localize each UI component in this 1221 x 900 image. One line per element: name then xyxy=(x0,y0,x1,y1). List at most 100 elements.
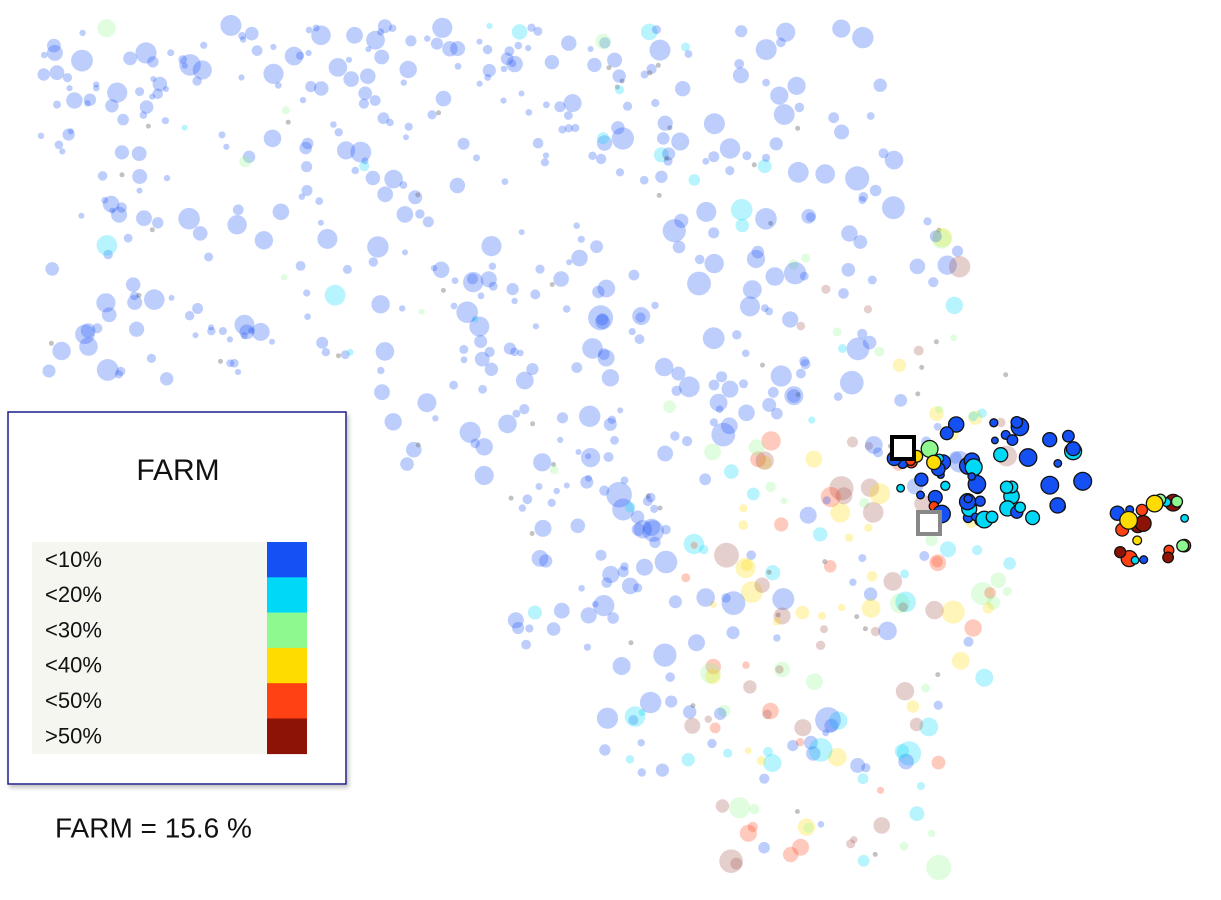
map-dot xyxy=(208,324,215,331)
map-dot xyxy=(696,201,717,222)
map-dot xyxy=(226,359,235,368)
map-dot xyxy=(238,32,247,40)
map-dot xyxy=(949,451,962,464)
map-dot xyxy=(136,187,143,194)
map-dot xyxy=(763,753,782,773)
map-dot xyxy=(849,578,857,586)
map-dot xyxy=(582,338,603,359)
map-dot xyxy=(841,263,856,277)
map-dot xyxy=(597,349,615,367)
map-dot xyxy=(762,702,779,720)
map-dot xyxy=(822,559,828,565)
map-dot xyxy=(857,773,869,785)
map-dot xyxy=(878,148,889,159)
map-dot xyxy=(511,24,528,40)
map-dot xyxy=(152,217,164,229)
map-dot xyxy=(623,101,633,111)
map-dot xyxy=(192,60,212,80)
highlight-dot xyxy=(1135,503,1149,517)
highlight-dot xyxy=(1040,475,1060,495)
map-dot xyxy=(317,228,338,249)
map-dot xyxy=(596,707,619,729)
map-dot xyxy=(533,453,552,472)
map-dot xyxy=(399,181,408,189)
highlight-dot xyxy=(990,436,999,445)
map-dot xyxy=(909,717,924,732)
map-dot xyxy=(968,410,983,425)
highlight-dot xyxy=(1018,448,1038,467)
map-dot xyxy=(853,235,868,249)
map-dot xyxy=(377,19,392,34)
map-dot xyxy=(360,68,376,84)
map-dot xyxy=(672,240,686,254)
map-dot xyxy=(951,651,970,670)
map-dot xyxy=(708,151,720,163)
map-dot xyxy=(601,369,620,387)
map-dot xyxy=(870,626,881,637)
map-dot xyxy=(607,52,623,68)
map-dot xyxy=(704,253,724,274)
map-dot xyxy=(539,554,553,568)
map-dot xyxy=(919,551,930,561)
map-dot xyxy=(521,639,531,650)
map-dot xyxy=(396,206,414,223)
map-dot xyxy=(841,225,858,242)
map-dot xyxy=(527,605,542,620)
map-dot xyxy=(890,593,910,614)
highlight-dot xyxy=(1073,471,1093,491)
map-dot xyxy=(334,128,343,137)
map-dot xyxy=(474,335,488,348)
map-dot xyxy=(163,86,169,92)
map-dot xyxy=(769,137,783,151)
map-dot xyxy=(305,81,317,93)
map-dot xyxy=(832,327,842,337)
map-dot xyxy=(705,658,721,675)
map-dot xyxy=(862,626,868,632)
map-dot xyxy=(500,65,508,73)
map-dot xyxy=(714,542,739,568)
legend-swatch xyxy=(267,647,307,684)
map-dot xyxy=(757,159,772,174)
map-dot xyxy=(625,502,636,513)
map-dot xyxy=(714,707,727,720)
map-dot xyxy=(218,131,226,139)
map-dot xyxy=(506,55,523,73)
map-dot xyxy=(192,76,202,86)
map-dot xyxy=(850,758,866,773)
map-dot xyxy=(136,292,142,298)
map-dot xyxy=(596,313,609,326)
map-dot xyxy=(116,366,126,376)
map-dot xyxy=(763,746,773,757)
map-dot xyxy=(192,303,204,314)
map-dot xyxy=(681,42,690,52)
map-dot xyxy=(498,414,517,434)
map-dot xyxy=(139,100,154,114)
map-dot xyxy=(592,601,599,608)
highlight-dot xyxy=(939,426,954,441)
map-dot xyxy=(71,49,93,72)
map-dot xyxy=(735,557,756,579)
map-dot xyxy=(399,60,417,79)
map-dot xyxy=(599,485,610,496)
map-dot xyxy=(709,393,728,412)
map-dot xyxy=(813,527,828,542)
map-dot xyxy=(795,605,810,620)
map-dot xyxy=(822,729,830,737)
map-dot xyxy=(735,218,750,233)
map-dot xyxy=(181,124,188,131)
map-dot xyxy=(451,277,459,284)
map-dot xyxy=(625,755,635,764)
map-dot xyxy=(808,416,816,424)
map-dot xyxy=(996,417,1006,428)
map-dot xyxy=(598,348,610,360)
map-dot xyxy=(639,691,662,714)
map-dot xyxy=(758,841,770,854)
map-dot xyxy=(742,151,752,161)
highlight-dot xyxy=(974,495,986,507)
highlight-dot xyxy=(1130,555,1140,565)
map-dot xyxy=(751,162,757,168)
map-dot xyxy=(404,122,413,131)
highlight-dot xyxy=(1119,510,1139,530)
map-dot xyxy=(892,358,907,372)
map-dot xyxy=(665,695,678,708)
